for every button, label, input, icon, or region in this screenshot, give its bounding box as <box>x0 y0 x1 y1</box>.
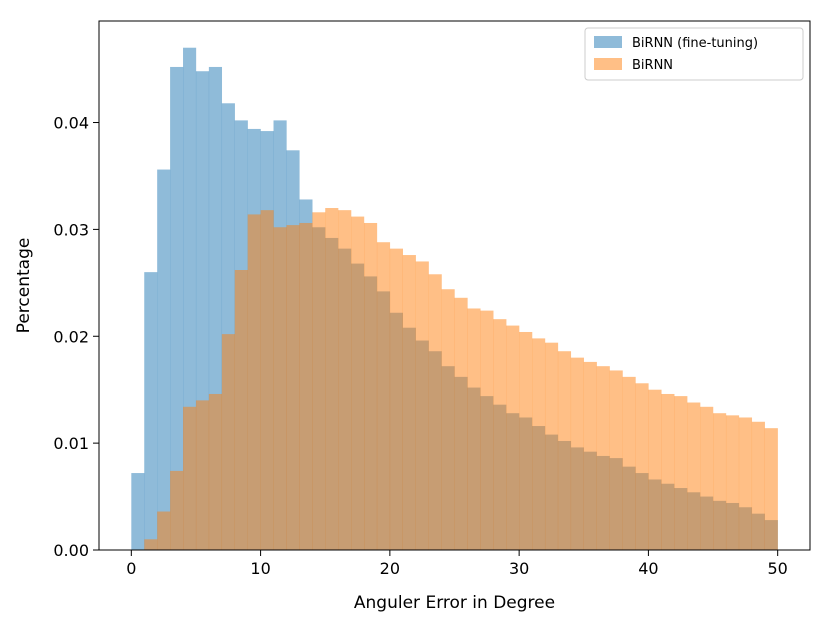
histogram-bar <box>389 248 403 550</box>
y-tick-label: 0.03 <box>53 220 89 239</box>
x-tick-label: 50 <box>768 559 788 578</box>
histogram-bar <box>519 331 533 550</box>
histogram-bar <box>480 310 494 550</box>
histogram-bar <box>583 361 597 550</box>
histogram-bar <box>247 214 261 551</box>
histogram-bar <box>713 413 727 550</box>
x-tick-label: 40 <box>638 559 658 578</box>
histogram-bar <box>700 406 714 550</box>
histogram-bar <box>532 338 546 550</box>
histogram-bar <box>234 270 248 550</box>
x-tick-label: 20 <box>380 559 400 578</box>
histogram-bar <box>221 334 235 550</box>
legend-box <box>584 27 804 81</box>
histogram-bar <box>609 370 623 550</box>
histogram-bar <box>144 272 158 550</box>
y-tick-label: 0.00 <box>53 541 89 560</box>
histogram-bar <box>506 325 520 550</box>
histogram-bar <box>273 227 287 550</box>
histogram-bar <box>364 222 378 550</box>
histogram-bar <box>557 351 572 550</box>
bars-layer <box>131 47 778 551</box>
histogram-bar <box>195 400 210 550</box>
histogram-bar <box>351 216 365 550</box>
histogram-bar <box>325 208 339 550</box>
histogram-bar <box>661 393 675 550</box>
histogram-bar <box>131 473 145 550</box>
histogram-bar <box>183 406 197 550</box>
x-axis-title: Anguler Error in Degree <box>354 593 555 613</box>
histogram-bar <box>402 255 416 550</box>
histogram-bar <box>441 289 455 550</box>
plot-frame <box>98 20 811 551</box>
histogram-bar <box>428 274 442 550</box>
histogram-bar <box>260 210 274 550</box>
ticks-layer: 0 10 20 30 40 50 0.00 0.01 0.02 0.03 0.04 <box>53 114 787 578</box>
histogram-bar <box>764 428 778 550</box>
histogram-bar <box>312 212 326 550</box>
histogram-bar <box>415 261 429 550</box>
histogram-bar <box>596 366 610 550</box>
histogram-bar <box>170 66 184 550</box>
histogram-bar <box>286 225 300 550</box>
histogram-bar <box>454 297 468 550</box>
y-tick-label: 0.01 <box>53 434 89 453</box>
histogram-bar <box>738 417 753 550</box>
histogram-bar <box>157 169 171 550</box>
histogram-bar <box>687 402 701 550</box>
histogram-bar <box>208 393 223 550</box>
legend-swatch-fine-tuning <box>594 36 622 48</box>
x-tick-label: 30 <box>509 559 529 578</box>
histogram-bar <box>544 342 559 550</box>
histogram-bar <box>376 242 391 550</box>
legend-label-birnn: BiRNN <box>632 58 673 73</box>
histogram-bar <box>622 376 636 550</box>
histogram-bar <box>493 319 507 550</box>
y-axis-title: Percentage <box>14 238 34 334</box>
histogram-bar <box>338 210 352 550</box>
x-tick-label: 0 <box>126 559 136 578</box>
x-tick-label: 10 <box>250 559 270 578</box>
histogram-bar <box>751 421 765 550</box>
histogram-bar <box>144 539 158 550</box>
histogram-bar <box>725 415 740 550</box>
histogram-bar <box>170 470 184 550</box>
series-1-bars <box>144 208 778 551</box>
histogram-bar <box>635 383 649 550</box>
histogram-bar <box>674 396 688 550</box>
legend-label-fine-tuning: BiRNN (fine-tuning) <box>632 36 758 51</box>
histogram-bar <box>299 222 313 550</box>
legend-swatch-birnn <box>594 58 622 70</box>
histogram-bar <box>648 389 662 550</box>
y-tick-label: 0.02 <box>53 327 89 346</box>
histogram-bar <box>467 308 481 550</box>
legend: BiRNN (fine-tuning) BiRNN <box>584 27 804 81</box>
y-tick-label: 0.04 <box>53 114 89 133</box>
histogram-bar <box>570 357 584 550</box>
histogram-bar <box>157 511 171 550</box>
